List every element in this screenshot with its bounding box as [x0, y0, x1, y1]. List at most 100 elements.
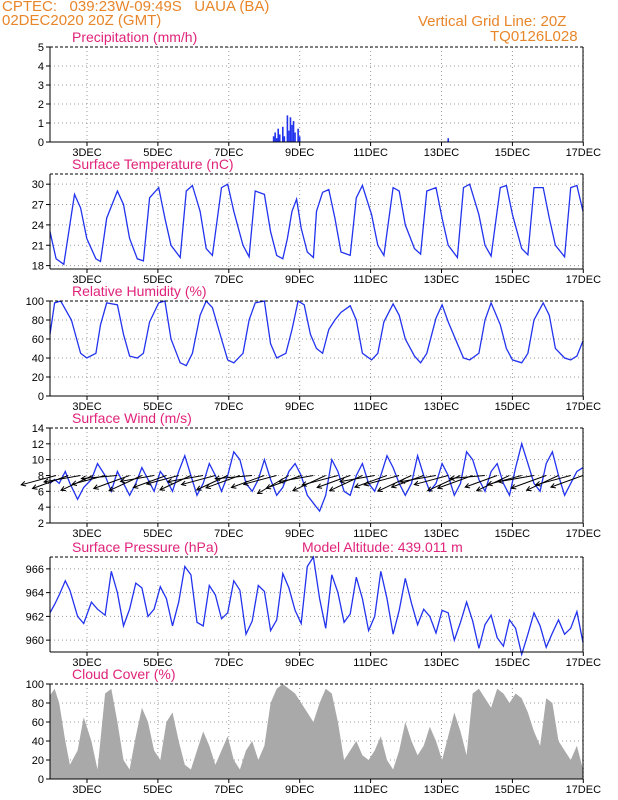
precip-bar [288, 130, 290, 142]
precip-bar [274, 132, 276, 142]
run-time-label: 02DEC2020 20Z (GMT) [2, 12, 162, 29]
precip-bar [292, 121, 295, 142]
precip-bar [286, 115, 289, 142]
wind-arrow [301, 475, 338, 486]
x-tick-label: 13DEC [424, 401, 460, 413]
wind-arrow-head [132, 483, 139, 489]
wind-arrow-head [166, 478, 173, 484]
x-tick-label: 17DEC [566, 528, 602, 540]
wind-arrow-head [363, 481, 370, 487]
wind-arrow-head [108, 486, 115, 492]
wind-arrow-head [230, 483, 237, 489]
x-tick-label: 15DEC [495, 147, 531, 159]
cloud-area [50, 684, 583, 779]
x-tick-label: 9DEC [285, 528, 314, 540]
x-tick-label: 11DEC [353, 147, 388, 159]
y-tick-label: 4 [38, 61, 44, 73]
wind-arrow-head [60, 486, 67, 492]
wind-arrow [243, 475, 277, 485]
wind-arrow-head [497, 478, 504, 484]
x-tick-label: 11DEC [353, 784, 388, 796]
x-tick-label: 5DEC [143, 528, 172, 540]
model-altitude-label: Model Altitude: 439.011 m [302, 539, 463, 555]
y-tick-label: 14 [32, 423, 44, 435]
precip-bar [291, 124, 293, 142]
wind-arrow-head [214, 475, 220, 482]
x-tick-label: 13DEC [424, 274, 460, 286]
x-tick-label: 17DEC [566, 784, 602, 796]
precip-bar [272, 136, 275, 142]
wind-arrow [120, 475, 155, 482]
y-tick-label: 60 [32, 717, 44, 729]
x-tick-label: 13DEC [424, 657, 460, 669]
wind-arrow-head [525, 486, 532, 492]
y-tick-label: 1 [38, 118, 44, 130]
y-tick-label: 966 [26, 564, 44, 576]
wind-arrow [535, 475, 571, 486]
y-tick-label: 10 [32, 455, 44, 467]
x-tick-label: 3DEC [72, 147, 101, 159]
x-tick-label: 11DEC [353, 528, 388, 540]
wind-arrow [400, 475, 436, 483]
wind-arrow [414, 475, 449, 486]
wind-arrow-head [549, 483, 556, 489]
wind-arrow-head [43, 478, 49, 484]
wind-arrow-head [510, 484, 517, 490]
precip-bar [282, 126, 284, 142]
precip-title: Precipitation (mm/h) [72, 29, 197, 45]
y-tick-label: 5 [38, 42, 44, 54]
precip-bar [447, 138, 450, 142]
y-tick-label: 964 [26, 588, 44, 600]
rh-title: Relative Humidity (%) [72, 283, 207, 299]
wind-line [49, 441, 584, 513]
x-tick-label: 15DEC [495, 784, 531, 796]
wind-arrow-head [475, 486, 482, 492]
y-tick-label: 40 [32, 736, 44, 748]
x-tick-label: 15DEC [495, 274, 531, 286]
wind-arrow-head [376, 486, 383, 492]
temp-title: Surface Temperature (nC) [72, 156, 234, 172]
x-tick-label: 3DEC [72, 401, 101, 413]
y-tick-label: 27 [32, 200, 44, 212]
x-tick-label: 15DEC [495, 401, 531, 413]
grid-note-label: Vertical Grid Line: 20Z [418, 13, 567, 30]
wind-arrow [464, 475, 498, 488]
wind-panel [20, 427, 584, 527]
cloud-panel [46, 683, 584, 783]
x-tick-label: 9DEC [285, 784, 314, 796]
y-tick-label: 960 [26, 635, 44, 647]
wind-arrow-head [119, 477, 126, 484]
wind-arrow-head [426, 486, 433, 492]
wind-arrow-head [256, 488, 263, 495]
model-label: TQ0126L028 [490, 28, 578, 45]
y-tick-label: 30 [32, 179, 44, 191]
x-tick-label: 13DEC [424, 528, 460, 540]
wind-arrow-head [390, 483, 397, 489]
y-tick-label: 21 [32, 240, 44, 252]
x-tick-label: 11DEC [353, 401, 388, 413]
wind-arrow [93, 475, 130, 489]
wind-arrow [449, 475, 485, 480]
precip-bar [275, 138, 278, 142]
y-tick-label: 962 [26, 611, 44, 623]
wind-arrow [364, 475, 400, 486]
x-tick-label: 17DEC [566, 147, 602, 159]
wind-arrow-head [436, 484, 443, 490]
y-tick-label: 0 [38, 391, 44, 403]
rh-line [49, 299, 584, 367]
wind-arrow-head [242, 480, 249, 486]
x-tick-label: 7DEC [214, 784, 243, 796]
wind-arrow-head [328, 486, 335, 492]
x-tick-label: 5DEC [143, 274, 172, 286]
wind-arrow-head [448, 475, 455, 482]
temp-panel [46, 173, 584, 273]
precip-bar [277, 128, 280, 142]
precip-bar [298, 136, 301, 142]
x-tick-label: 17DEC [566, 657, 602, 669]
wind-arrow [146, 475, 179, 485]
wind-arrow-head [180, 480, 187, 487]
precip-panel [46, 46, 584, 146]
wind-arrow-head [464, 483, 471, 489]
wind-arrow [437, 475, 473, 489]
y-tick-label: 4 [38, 502, 44, 514]
